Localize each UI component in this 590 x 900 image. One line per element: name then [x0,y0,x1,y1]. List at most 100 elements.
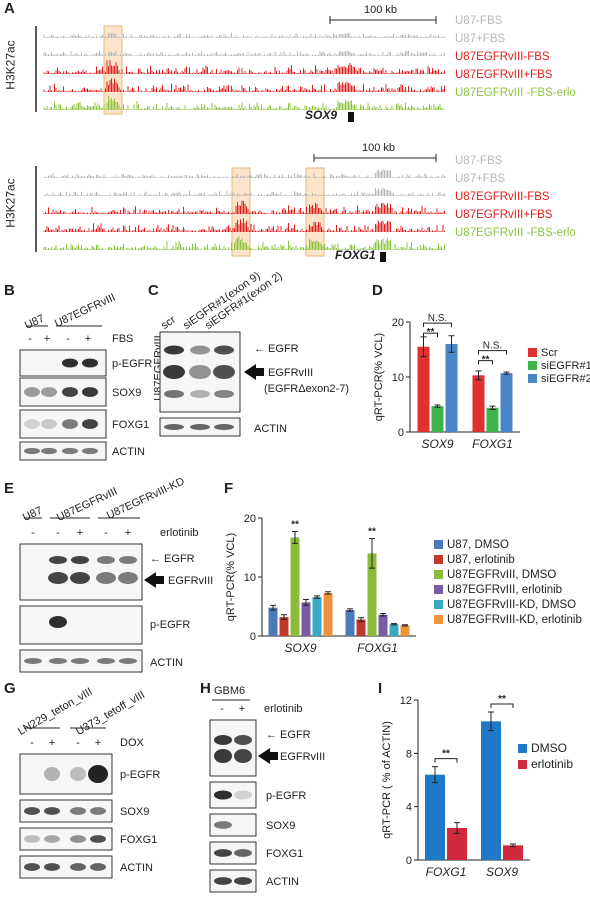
legend-swatch [434,540,443,549]
blot-band [164,390,184,398]
blot-band [82,387,98,397]
band-label: FOXG1 [120,834,157,846]
ns-label: N.S. [483,341,502,352]
band-label: ACTIN [120,862,153,874]
panel-label-i: I [378,680,383,697]
band-label: SOX9 [266,820,295,832]
blot-band [71,658,89,664]
bar-siEGFR#1 [486,407,499,432]
blot-band [163,365,185,379]
panel-a-scale-label: 100 kb [364,4,398,16]
x-category-label: SOX9 [486,865,518,879]
blot-band [214,849,232,857]
band-label-egfrviii: EGFRvIII [268,367,313,379]
gene-marker-sox9 [348,112,354,122]
panel-label-e: E [4,480,15,497]
blot-band [214,749,232,763]
treatment-sign: - [30,737,34,749]
legend-swatch [518,760,527,769]
bar-Scr [417,346,430,432]
band-label: ACTIN [266,876,299,888]
band-label: FOXG1 [266,848,303,860]
bar-DMSO [481,721,501,860]
treatment-sign: + [49,737,55,749]
blot-band [71,556,89,564]
legend-label: U87, DMSO [447,539,509,551]
bar-U87EGFRvIII-KD, erlotinib [400,625,410,636]
signal-track [43,32,445,38]
x-category-label: FOXG1 [357,641,398,655]
y-tick-label: 20 [392,317,404,329]
sig-label: ** [291,520,299,531]
legend-label: erlotinib [531,757,573,771]
panel-c-blot: ← EGFR EGFRvIII (EGFRΔexon2-7) ACTIN [159,331,349,437]
blot-band [190,424,210,430]
sig-label: ** [442,749,450,760]
blot-band [41,419,57,429]
sig-label: ** [368,527,376,538]
blot-band [82,358,98,368]
sig-bracket [434,758,458,763]
treatment-label: erlotinib [264,703,303,715]
blot-band [214,790,232,800]
blot-band [119,658,137,664]
sig-bracket [490,703,514,708]
blot-band [234,790,252,800]
blot-band [234,849,252,857]
legend-label: DMSO [531,741,567,755]
blot-band [49,616,67,628]
y-tick-label: 0 [406,855,412,867]
signal-track [43,96,445,110]
bar-U87, DMSO [345,610,355,636]
sig-label: ** [498,694,506,705]
blot-band [24,447,40,455]
y-tick-label: 4 [406,802,412,814]
ns-label: N.S. [428,313,447,324]
track-name: U87+FBS [455,33,506,45]
blot-box [209,841,257,865]
blot-band [214,735,232,745]
bar-erlotinib [503,845,523,860]
bar-U87EGFRvIII, erlotinib [301,602,311,636]
band-label-actin: ACTIN [150,657,183,669]
y-tick-label: 10 [244,572,256,584]
treatment-sign: + [239,703,245,715]
blot-band [41,387,57,397]
legend-label: U87EGFRvIII-KD, DMSO [447,599,576,611]
panel-label-h: H [200,680,211,697]
blot-band [90,835,106,843]
legend-swatch [434,585,443,594]
sig-label: ** [427,327,435,338]
blot-band [214,821,232,829]
panel-h-blot: GBM6 - + erlotinib ← EGFR EGFRvIII p-EGFR SOX9 F… [209,685,325,893]
blot-band [164,424,184,430]
blot-band [44,835,60,843]
treatment-sign: + [85,333,91,345]
blot-box [19,605,143,645]
bar-U87EGFRvIII-KD, erlotinib [323,592,333,636]
legend-label: U87, erlotinib [447,554,515,566]
group-label: GBM6 [214,685,245,697]
signal-track [43,78,445,92]
blot-band [82,419,98,429]
legend-swatch [434,570,443,579]
blot-box [209,813,257,837]
blot-band [118,572,138,584]
band-label-actin: ACTIN [254,423,287,435]
blot-band [234,877,252,885]
blot-band [70,863,86,871]
signal-track [43,218,445,232]
blot-band [119,556,137,564]
treatment-sign: - [66,333,70,345]
blot-band [70,767,86,781]
band-label: p-EGFR [112,358,152,370]
band-label: FOXG1 [112,419,149,431]
sig-bracket [423,332,438,338]
blot-band [49,556,67,564]
blot-band [49,658,67,664]
x-category-label: SOX9 [284,641,316,655]
gene-label-sox9: SOX9 [305,108,338,122]
treatment-sign: - [220,703,224,715]
blot-box [19,543,143,601]
legend-label: Scr [541,347,558,359]
